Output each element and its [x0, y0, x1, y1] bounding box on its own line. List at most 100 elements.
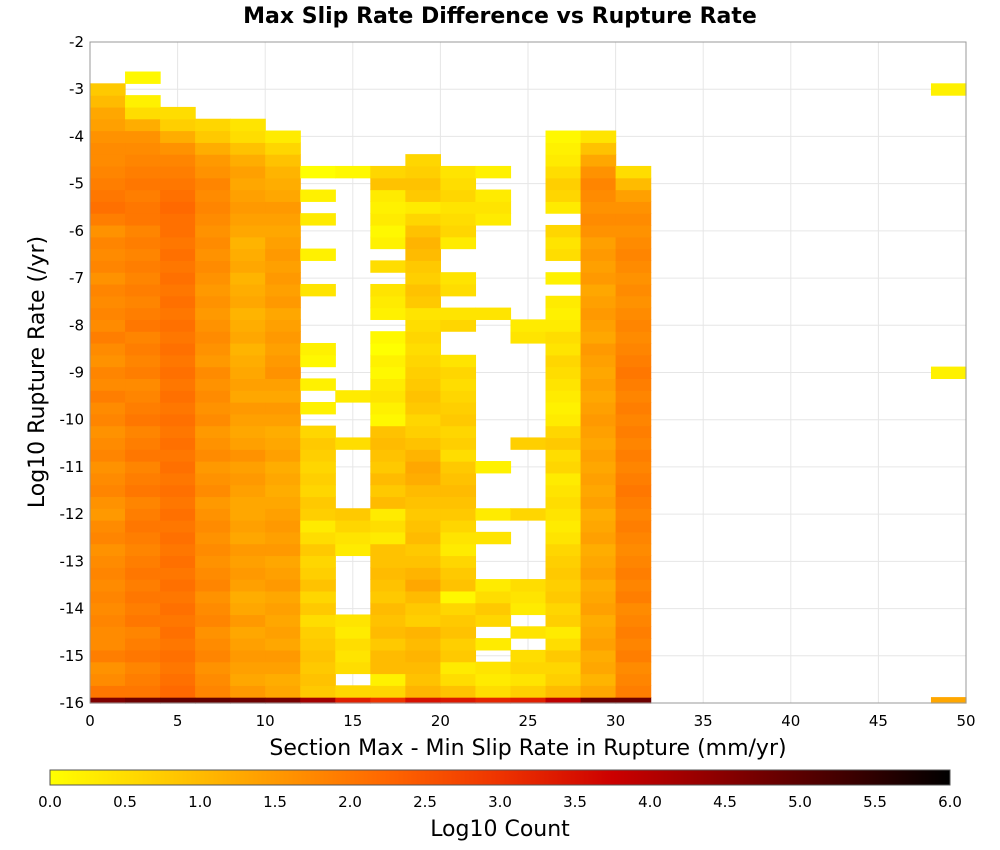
heatmap-cell — [90, 177, 126, 191]
heatmap-cell — [265, 472, 301, 486]
heatmap-cell — [405, 579, 441, 592]
heatmap-cell — [90, 579, 126, 592]
heatmap-cell — [125, 673, 161, 686]
heatmap-cell — [580, 154, 617, 167]
heatmap-cell — [580, 425, 617, 439]
heatmap-cell — [615, 543, 652, 557]
heatmap-cell — [90, 319, 126, 332]
heatmap-cell — [125, 437, 161, 450]
colorbar-tick-label: 5.5 — [863, 793, 887, 811]
heatmap-cell — [440, 661, 477, 675]
heatmap-cell — [160, 567, 196, 580]
heatmap-cell — [125, 378, 161, 391]
heatmap-cell — [90, 106, 126, 120]
heatmap-cell — [265, 638, 301, 651]
heatmap-cell — [440, 555, 477, 568]
heatmap-cell — [405, 685, 441, 698]
heatmap-cell — [160, 354, 196, 368]
heatmap-cell — [125, 154, 161, 167]
heatmap-cell — [300, 189, 336, 202]
heatmap-cell — [405, 283, 441, 297]
heatmap-cell — [230, 201, 266, 214]
heatmap-cell — [580, 342, 617, 356]
heatmap-cell — [265, 319, 301, 332]
heatmap-cell — [615, 531, 652, 545]
x-axis-ticks: 0 5 10 15 20 25 30 35 40 45 50 — [85, 712, 975, 730]
heatmap-cell — [265, 437, 301, 450]
heatmap-cell — [545, 390, 582, 403]
heatmap-cell — [125, 366, 161, 379]
heatmap-cell — [230, 378, 266, 391]
heatmap-cell — [125, 177, 161, 191]
heatmap-cell — [125, 307, 161, 320]
x-tick-label: 40 — [781, 712, 800, 730]
heatmap-cell — [545, 413, 582, 427]
heatmap-cell — [300, 378, 336, 391]
heatmap-cell — [440, 272, 477, 285]
heatmap-cell — [335, 520, 371, 533]
heatmap-cell — [195, 224, 231, 238]
heatmap-cell — [195, 673, 231, 686]
heatmap-cell — [615, 272, 652, 285]
heatmap-cell — [160, 661, 196, 675]
heatmap-cell — [125, 95, 161, 108]
colorbar-tick-label: 6.0 — [938, 793, 962, 811]
heatmap-cell — [265, 130, 301, 143]
heatmap-cell — [475, 602, 512, 616]
heatmap-cell — [580, 248, 617, 261]
heatmap-cell — [440, 461, 477, 474]
heatmap-cell — [370, 342, 406, 356]
heatmap-cell — [580, 697, 617, 704]
heatmap-cell — [230, 130, 266, 143]
heatmap-cell — [265, 248, 301, 261]
y-tick-label: -6 — [69, 222, 84, 240]
heatmap-cell — [125, 484, 161, 498]
heatmap-cell — [405, 331, 441, 344]
heatmap-cell — [405, 402, 441, 415]
heatmap-cell — [160, 685, 196, 698]
heatmap-cell — [195, 602, 231, 616]
heatmap-cell — [195, 378, 231, 391]
y-tick-label: -3 — [69, 80, 84, 98]
heatmap-cell — [335, 661, 371, 675]
heatmap-cell — [195, 520, 231, 533]
heatmap-cell — [300, 449, 336, 462]
colorbar-tick-label: 0.5 — [113, 793, 137, 811]
x-tick-label: 15 — [343, 712, 362, 730]
heatmap-cell — [90, 697, 126, 704]
heatmap-cell — [615, 177, 652, 191]
heatmap-cell — [440, 614, 477, 627]
heatmap-cell — [160, 272, 196, 285]
heatmap-cell — [195, 508, 231, 521]
heatmap-cell — [90, 567, 126, 580]
heatmap-cell — [125, 543, 161, 557]
heatmap-cell — [475, 189, 512, 202]
colorbar-label: Log10 Count — [430, 817, 570, 842]
heatmap-cell — [265, 354, 301, 368]
heatmap-cell — [545, 673, 582, 686]
heatmap-cell — [405, 307, 441, 320]
heatmap-cell — [90, 307, 126, 320]
heatmap-cell — [265, 283, 301, 297]
heatmap-cell — [230, 425, 266, 439]
heatmap-cell — [370, 366, 406, 379]
heatmap-cell — [335, 649, 371, 663]
heatmap-cell — [580, 685, 617, 698]
heatmap-cell — [545, 402, 582, 415]
x-axis-label: Section Max - Min Slip Rate in Rupture (… — [269, 736, 786, 761]
heatmap-cell — [475, 461, 512, 474]
heatmap-cell — [370, 378, 406, 391]
heatmap-cell — [440, 531, 477, 545]
heatmap-cell — [160, 130, 196, 143]
heatmap-cell — [615, 283, 652, 297]
heatmap-cell — [405, 154, 441, 167]
heatmap-cell — [300, 508, 336, 521]
heatmap-cell — [545, 437, 582, 450]
heatmap-cell — [230, 590, 266, 604]
heatmap-cell — [440, 213, 477, 226]
heatmap-cell — [370, 461, 406, 474]
heatmap-cell — [580, 461, 617, 474]
heatmap-cell — [510, 685, 547, 698]
y-tick-label: -4 — [69, 127, 84, 145]
heatmap-cell — [405, 189, 441, 202]
